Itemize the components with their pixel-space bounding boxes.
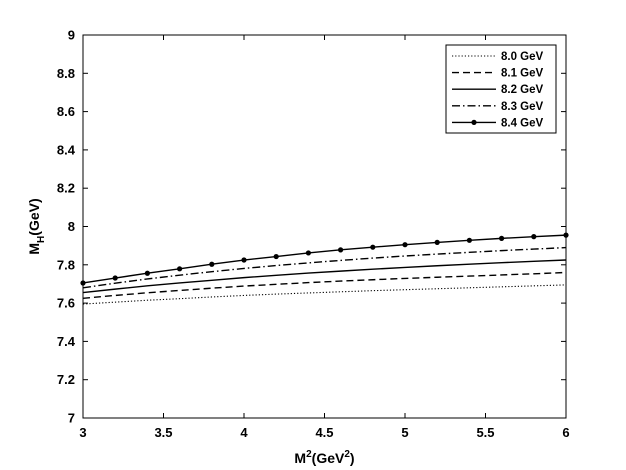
legend-label-0: 8.0 GeV	[501, 51, 544, 63]
series-point-4-4	[209, 261, 215, 267]
y-tick-label-10: 9	[68, 28, 75, 43]
x-tick-label-5: 5.5	[476, 425, 494, 440]
series-line-3	[82, 246, 567, 289]
y-tick-label-7: 8.4	[57, 142, 76, 157]
series-line-1	[82, 271, 567, 300]
x-tick-label-1: 3.5	[154, 425, 172, 440]
y-tick-label-3: 7.6	[57, 296, 75, 311]
series-point-4-14	[531, 234, 537, 240]
x-axis-label-sup: 2	[306, 449, 312, 460]
y-tick-label-1: 7.2	[57, 372, 75, 387]
x-tick-label-6: 6	[562, 425, 569, 440]
x-tick-label-2: 4	[240, 425, 248, 440]
y-tick-label-4: 7.8	[57, 257, 75, 272]
x-axis-label-close: )	[350, 450, 355, 466]
legend-label-4: 8.4 GeV	[501, 117, 544, 129]
series-point-4-8	[338, 247, 344, 253]
y-tick-label-8: 8.6	[57, 104, 75, 119]
x-axis-label: M2(GeV2)	[294, 449, 354, 466]
y-tick-label-0: 7	[68, 411, 75, 426]
series-line-4	[82, 234, 567, 284]
y-axis-label-base: M	[26, 243, 42, 255]
legend-label-1: 8.1 GeV	[501, 68, 544, 80]
series-point-4-12	[466, 237, 472, 243]
x-tick-label-3: 4.5	[315, 425, 333, 440]
y-tick-label-6: 8.2	[57, 181, 75, 196]
ticks-layer: 3 3.5 4 4.5 5 5.5 6 7 7.2 7.4 7.6 7.8 8 8.2 8.4 8.6 8.8 9	[57, 28, 570, 441]
y-tick-label-2: 7.4	[57, 334, 76, 349]
y-tick-label-5: 8	[68, 219, 75, 234]
series-point-4-5	[241, 257, 247, 263]
y-axis-label-sub: H	[36, 236, 47, 243]
y-tick-label-9: 8.8	[57, 66, 75, 81]
series-point-4-11	[434, 239, 440, 245]
series-point-4-1	[112, 275, 118, 281]
x-axis-label-base: M	[294, 450, 306, 466]
series-layer	[80, 232, 569, 305]
series-line-0	[82, 284, 567, 305]
series-point-4-3	[177, 266, 183, 272]
legend-label-2: 8.2 GeV	[501, 84, 544, 96]
x-axis-label-sup2: 2	[344, 449, 350, 460]
series-line-2	[82, 259, 567, 294]
series-point-4-7	[305, 250, 311, 256]
series-point-4-2	[144, 270, 150, 276]
series-point-4-9	[370, 244, 376, 250]
x-tick-label-4: 5	[401, 425, 408, 440]
series-point-4-10	[402, 242, 408, 248]
series-point-4-6	[273, 253, 279, 260]
legend-marker-4	[471, 119, 477, 125]
legend-label-3: 8.3 GeV	[501, 101, 544, 113]
x-tick-label-0: 3	[79, 425, 86, 440]
legend: 8.0 GeV 8.1 GeV 8.2 GeV 8.3 GeV 8.4 GeV	[445, 44, 557, 134]
y-axis-label-rest: (GeV)	[26, 198, 42, 235]
series-point-4-13	[499, 235, 505, 241]
y-axis-label: MH(GeV)	[26, 198, 47, 254]
x-axis-label-open: (GeV	[312, 450, 345, 466]
